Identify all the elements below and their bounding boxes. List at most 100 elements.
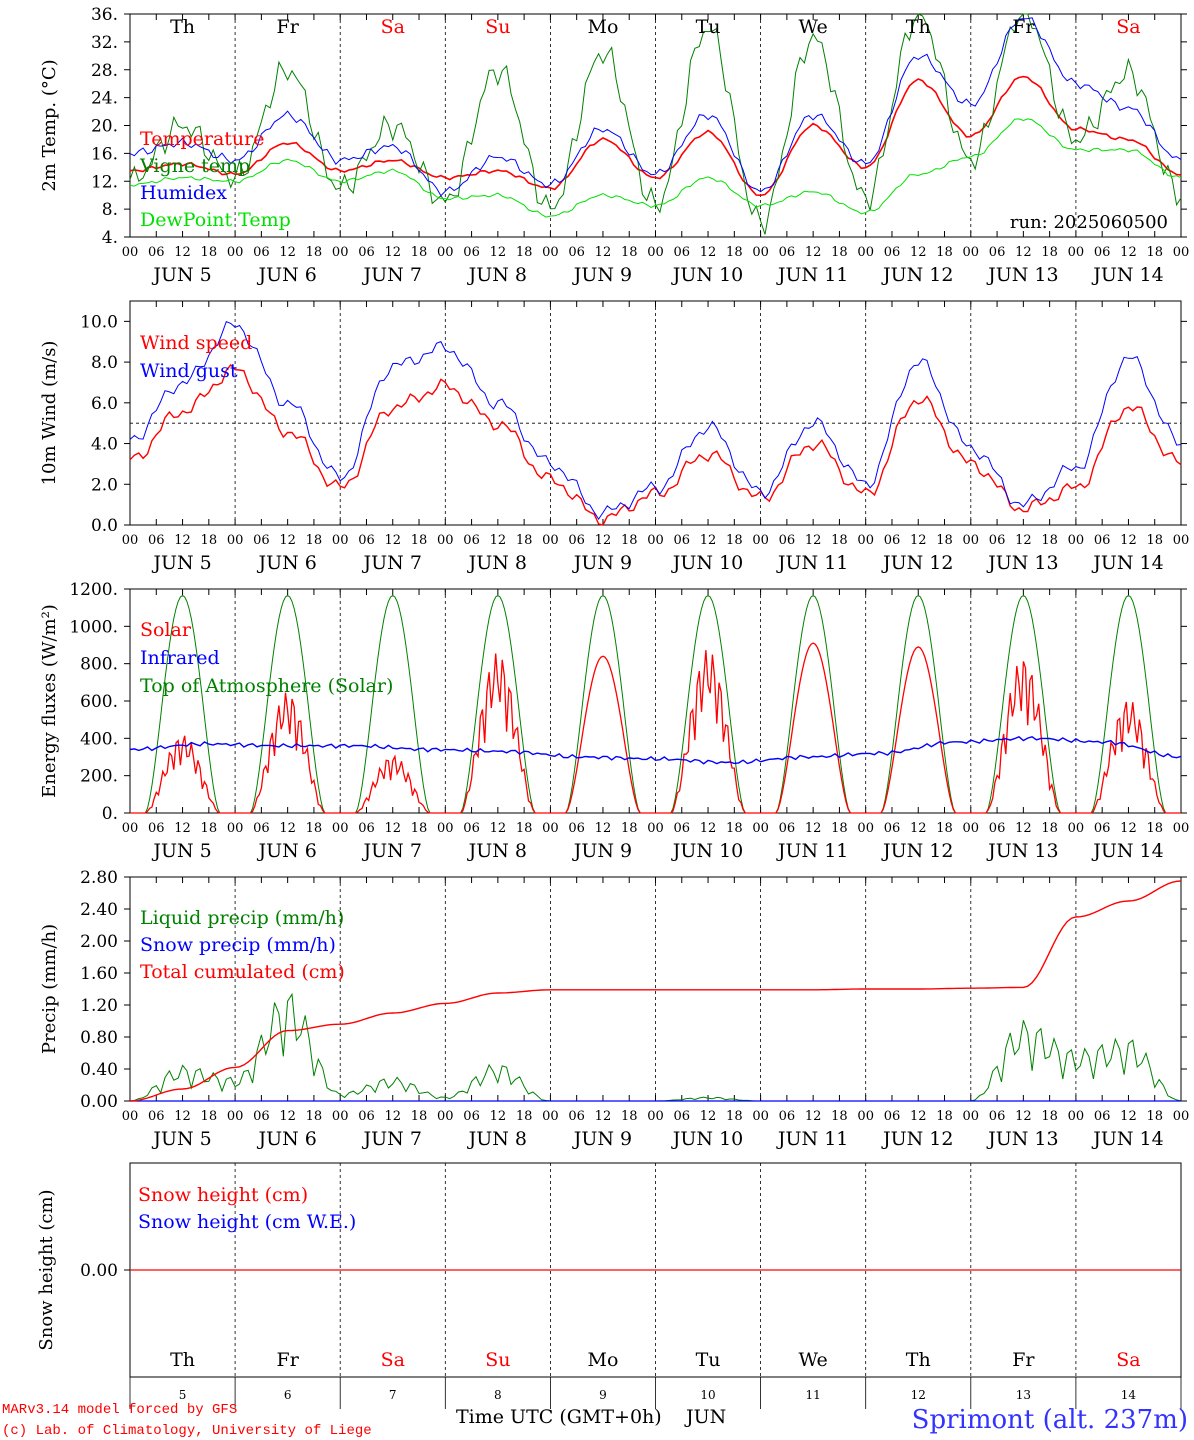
temp-panel-hour-label: 06	[674, 245, 691, 260]
flux-panel-hour-label: 12	[490, 821, 507, 836]
precip-panel-ytick-label: 0.40	[80, 1060, 118, 1080]
precip-panel-hour-label: 12	[384, 1109, 401, 1124]
precip-panel-hour-label: 06	[148, 1109, 165, 1124]
snow-panel-ytick-label: 0.00	[80, 1261, 118, 1281]
temp-panel-hour-label: 06	[568, 245, 585, 260]
precip-panel-date-label: JUN 7	[362, 1128, 422, 1150]
temp-panel-hour-label: 18	[1041, 245, 1058, 260]
wind-panel-hour-label: 00	[857, 533, 874, 548]
flux-panel-hour-label: 00	[1068, 821, 1085, 836]
credit-line-1: MARv3.14 model forced by GFS	[2, 1402, 237, 1418]
precip-panel-hour-label: 06	[884, 1109, 901, 1124]
precip-panel-hour-label: 00	[1173, 1109, 1190, 1124]
precip-panel-hour-label: 18	[621, 1109, 638, 1124]
temp-panel-hour-label: 00	[1068, 245, 1085, 260]
precip-panel-hour-label: 12	[910, 1109, 927, 1124]
wind-panel-legend-entry: Wind speed	[140, 332, 252, 354]
wind-panel-date-label: JUN 7	[362, 552, 422, 574]
temp-panel-series-line	[129, 118, 1182, 218]
temp-panel-hour-label: 00	[857, 245, 874, 260]
temp-panel-date-label: JUN 6	[256, 264, 316, 286]
temp-panel-hour-label: 18	[306, 245, 323, 260]
temp-panel-date-label: JUN 8	[467, 264, 527, 286]
wind-panel-hour-label: 12	[490, 533, 507, 548]
wind-panel-hour-label: 12	[1015, 533, 1032, 548]
temp-panel-date-label: JUN 5	[151, 264, 211, 286]
precip-panel-ytick-label: 2.40	[80, 900, 118, 920]
wind-panel-hour-label: 12	[595, 533, 612, 548]
snow-panel-day-number: 14	[1121, 1388, 1137, 1402]
flux-panel-date-label: JUN 10	[671, 840, 743, 862]
temp-panel-series-line	[129, 17, 1182, 197]
precip-panel-hour-label: 00	[542, 1109, 559, 1124]
flux-panel-hour-label: 00	[542, 821, 559, 836]
temp-panel-hour-label: 06	[358, 245, 375, 260]
temp-panel-ytick-label: 36.	[91, 5, 118, 25]
flux-panel-infrared-line	[129, 735, 1182, 765]
precip-panel-hour-label: 18	[726, 1109, 743, 1124]
flux-panel-hour-label: 12	[1015, 821, 1032, 836]
precip-panel-hour-label: 18	[936, 1109, 953, 1124]
flux-panel-legend-entry: Top of Atmosphere (Solar)	[140, 675, 393, 697]
flux-panel-hour-label: 00	[647, 821, 664, 836]
flux-panel-legend-entry: Solar	[140, 619, 192, 641]
wind-panel-ytick-label: 4.0	[91, 435, 118, 455]
precip-panel-hour-label: 00	[647, 1109, 664, 1124]
temp-panel-weekday-label: Tu	[696, 16, 721, 38]
precip-panel-hour-label: 12	[490, 1109, 507, 1124]
wind-panel-hour-label: 12	[384, 533, 401, 548]
precip-panel-date-label: JUN 8	[467, 1128, 527, 1150]
temp-panel-ytick-label: 24.	[91, 89, 118, 109]
month-axis-label: JUN	[684, 1406, 726, 1428]
flux-panel-hour-label: 00	[437, 821, 454, 836]
wind-panel-hour-label: 18	[201, 533, 218, 548]
wind-panel-hour-label: 18	[411, 533, 428, 548]
flux-panel-hour-label: 00	[963, 821, 980, 836]
precip-panel-group: 0.00 0.40 0.80 1.20 1.60 2.00 2.40 2.80 Precip (…	[39, 868, 1189, 1150]
flux-panel-ytick-label: 1200.	[69, 580, 118, 600]
flux-panel-date-label: JUN 11	[776, 840, 848, 862]
precip-panel-hour-label: 00	[963, 1109, 980, 1124]
precip-panel-date-label: JUN 5	[151, 1128, 211, 1150]
flux-panel-hour-label: 00	[1173, 821, 1190, 836]
precip-panel-date-label: JUN 13	[986, 1128, 1058, 1150]
temp-panel-hour-label: 12	[1120, 245, 1137, 260]
flux-panel-hour-label: 18	[411, 821, 428, 836]
temp-panel-ytick-label: 28.	[91, 61, 118, 81]
wind-panel-hour-label: 06	[674, 533, 691, 548]
wind-panel-hour-label: 00	[647, 533, 664, 548]
temp-panel-hour-label: 06	[884, 245, 901, 260]
temp-panel-hour-label: 06	[779, 245, 796, 260]
wind-panel-hour-label: 06	[989, 533, 1006, 548]
flux-panel-date-label: JUN 12	[881, 840, 953, 862]
temp-panel-hour-label: 00	[122, 245, 139, 260]
flux-panel-hour-label: 12	[595, 821, 612, 836]
wind-panel-hour-label: 18	[306, 533, 323, 548]
snow-panel-weekday-label: Sa	[381, 1349, 405, 1371]
precip-panel-hour-label: 12	[174, 1109, 191, 1124]
wind-panel-hour-label: 06	[1094, 533, 1111, 548]
temp-panel-weekday-label: Sa	[381, 16, 405, 38]
flux-panel-date-label: JUN 8	[467, 840, 527, 862]
precip-panel-hour-label: 06	[358, 1109, 375, 1124]
temp-panel-ytick-label: 32.	[91, 33, 118, 53]
snow-panel-weekday-label: Tu	[696, 1349, 721, 1371]
precip-panel-hour-label: 12	[805, 1109, 822, 1124]
flux-panel-hour-label: 12	[384, 821, 401, 836]
precip-panel-hour-label: 06	[253, 1109, 270, 1124]
wind-panel-hour-label: 00	[437, 533, 454, 548]
precip-panel-hour-label: 06	[1094, 1109, 1111, 1124]
snow-panel-weekday-label: Su	[485, 1349, 510, 1371]
flux-panel-ytick-label: 200.	[80, 767, 118, 787]
precip-panel-total-line	[129, 880, 1182, 1102]
precip-panel-hour-label: 12	[1120, 1109, 1137, 1124]
flux-panel-ytick-label: 400.	[80, 729, 118, 749]
temp-panel-date-label: JUN 13	[986, 264, 1058, 286]
temp-panel-ytick-label: 4.	[102, 228, 118, 248]
flux-panel-hour-label: 00	[752, 821, 769, 836]
snow-panel-day-number: 10	[700, 1388, 715, 1402]
flux-panel-ytick-label: 0.	[102, 804, 118, 824]
flux-panel-date-label: JUN 9	[572, 840, 632, 862]
snow-panel-day-number: 7	[389, 1388, 397, 1402]
wind-panel-hour-label: 00	[122, 533, 139, 548]
